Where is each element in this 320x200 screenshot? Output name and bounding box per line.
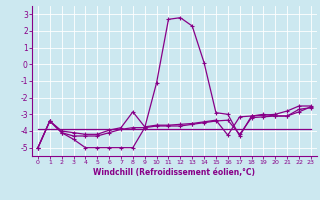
X-axis label: Windchill (Refroidissement éolien,°C): Windchill (Refroidissement éolien,°C) (93, 168, 255, 177)
